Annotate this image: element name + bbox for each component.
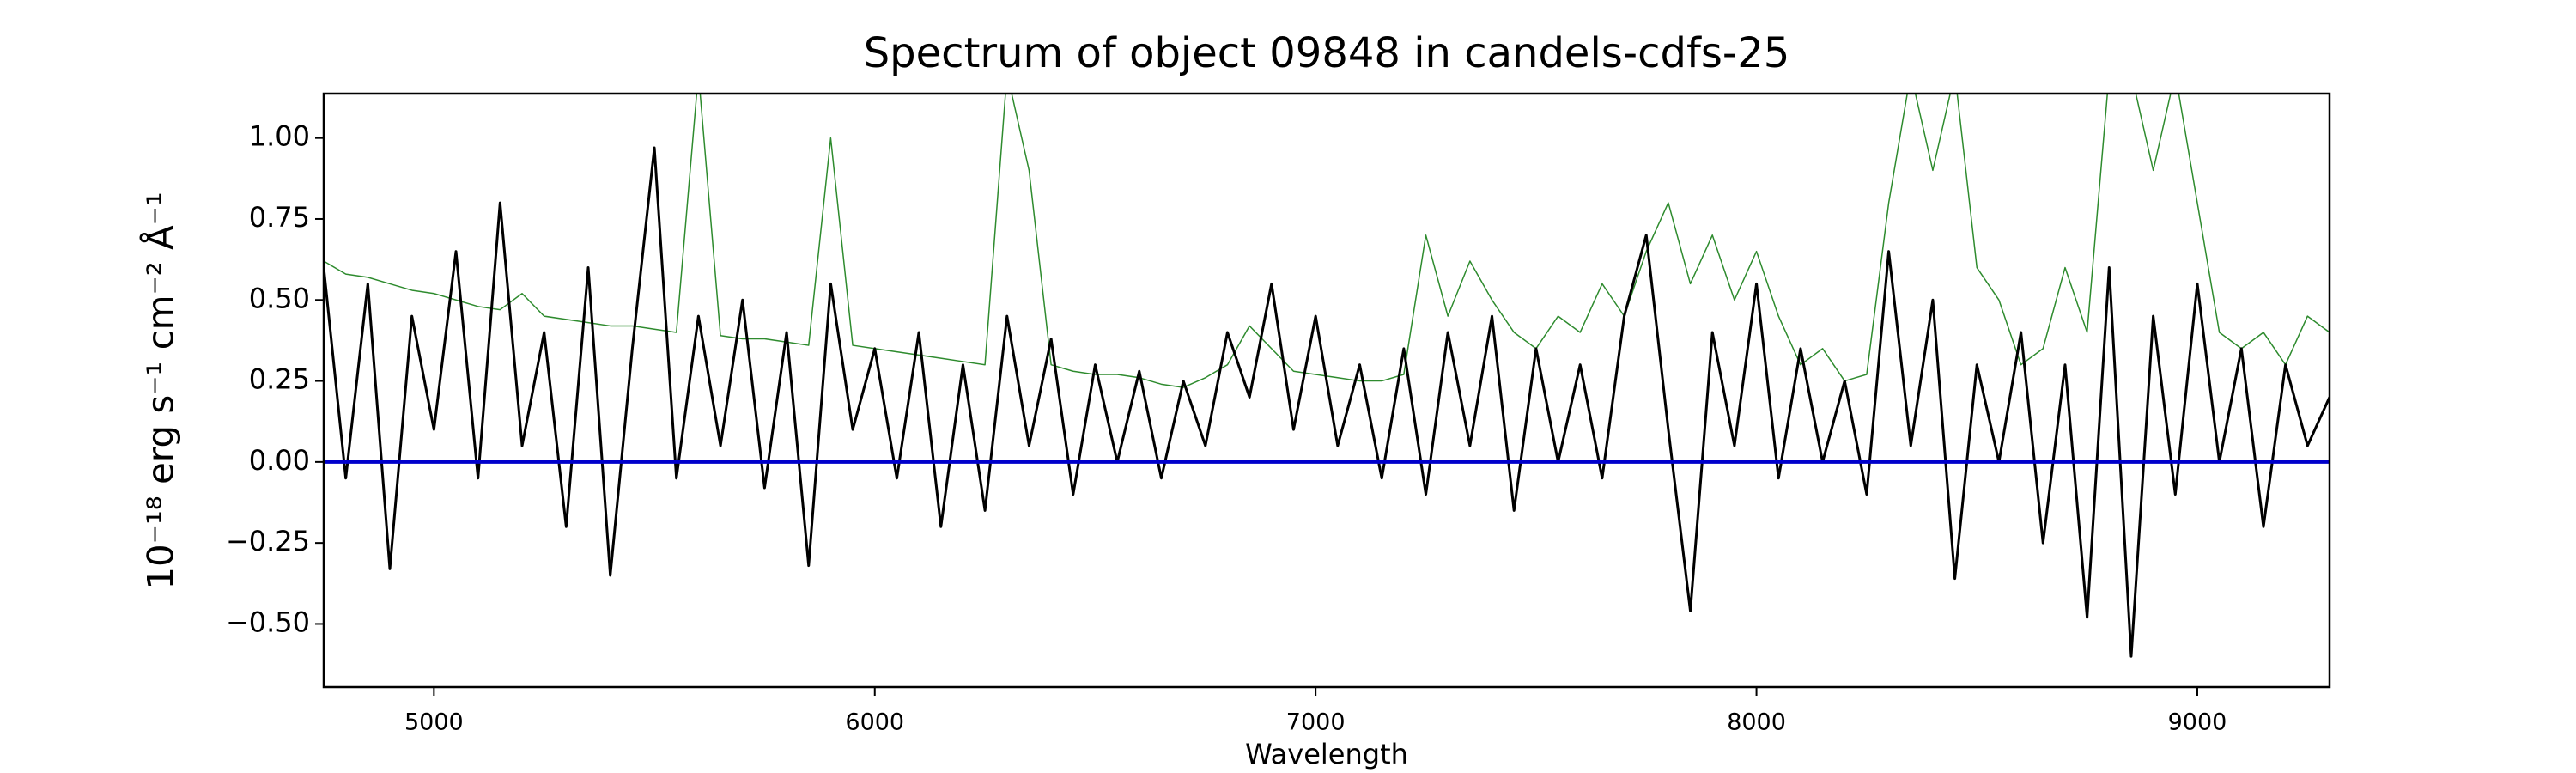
x-tick-label: 9000 — [2168, 709, 2227, 736]
x-tick-label: 8000 — [1727, 709, 1786, 736]
y-axis-label: 10⁻¹⁸ erg s⁻¹ cm⁻² Å⁻¹ — [139, 192, 182, 589]
chart-title: Spectrum of object 09848 in candels-cdfs… — [864, 29, 1790, 77]
x-tick-label: 5000 — [404, 709, 464, 736]
spectrum-line — [324, 146, 2330, 658]
y-tick-label: −0.50 — [226, 606, 310, 638]
y-tick-label: −0.25 — [226, 525, 310, 557]
y-tick-label: 0.75 — [249, 201, 310, 234]
y-tick-label: 0.50 — [249, 282, 310, 314]
y-tick-label: 0.25 — [249, 363, 310, 396]
y-tick-label: 1.00 — [249, 120, 310, 153]
plot-area — [324, 94, 2330, 658]
plot-frame — [322, 92, 2331, 689]
y-tick-label: 0.00 — [249, 444, 310, 477]
x-tick-label: 7000 — [1286, 709, 1346, 736]
x-tick-label: 6000 — [845, 709, 904, 736]
x-axis-label: Wavelength — [1245, 738, 1408, 770]
